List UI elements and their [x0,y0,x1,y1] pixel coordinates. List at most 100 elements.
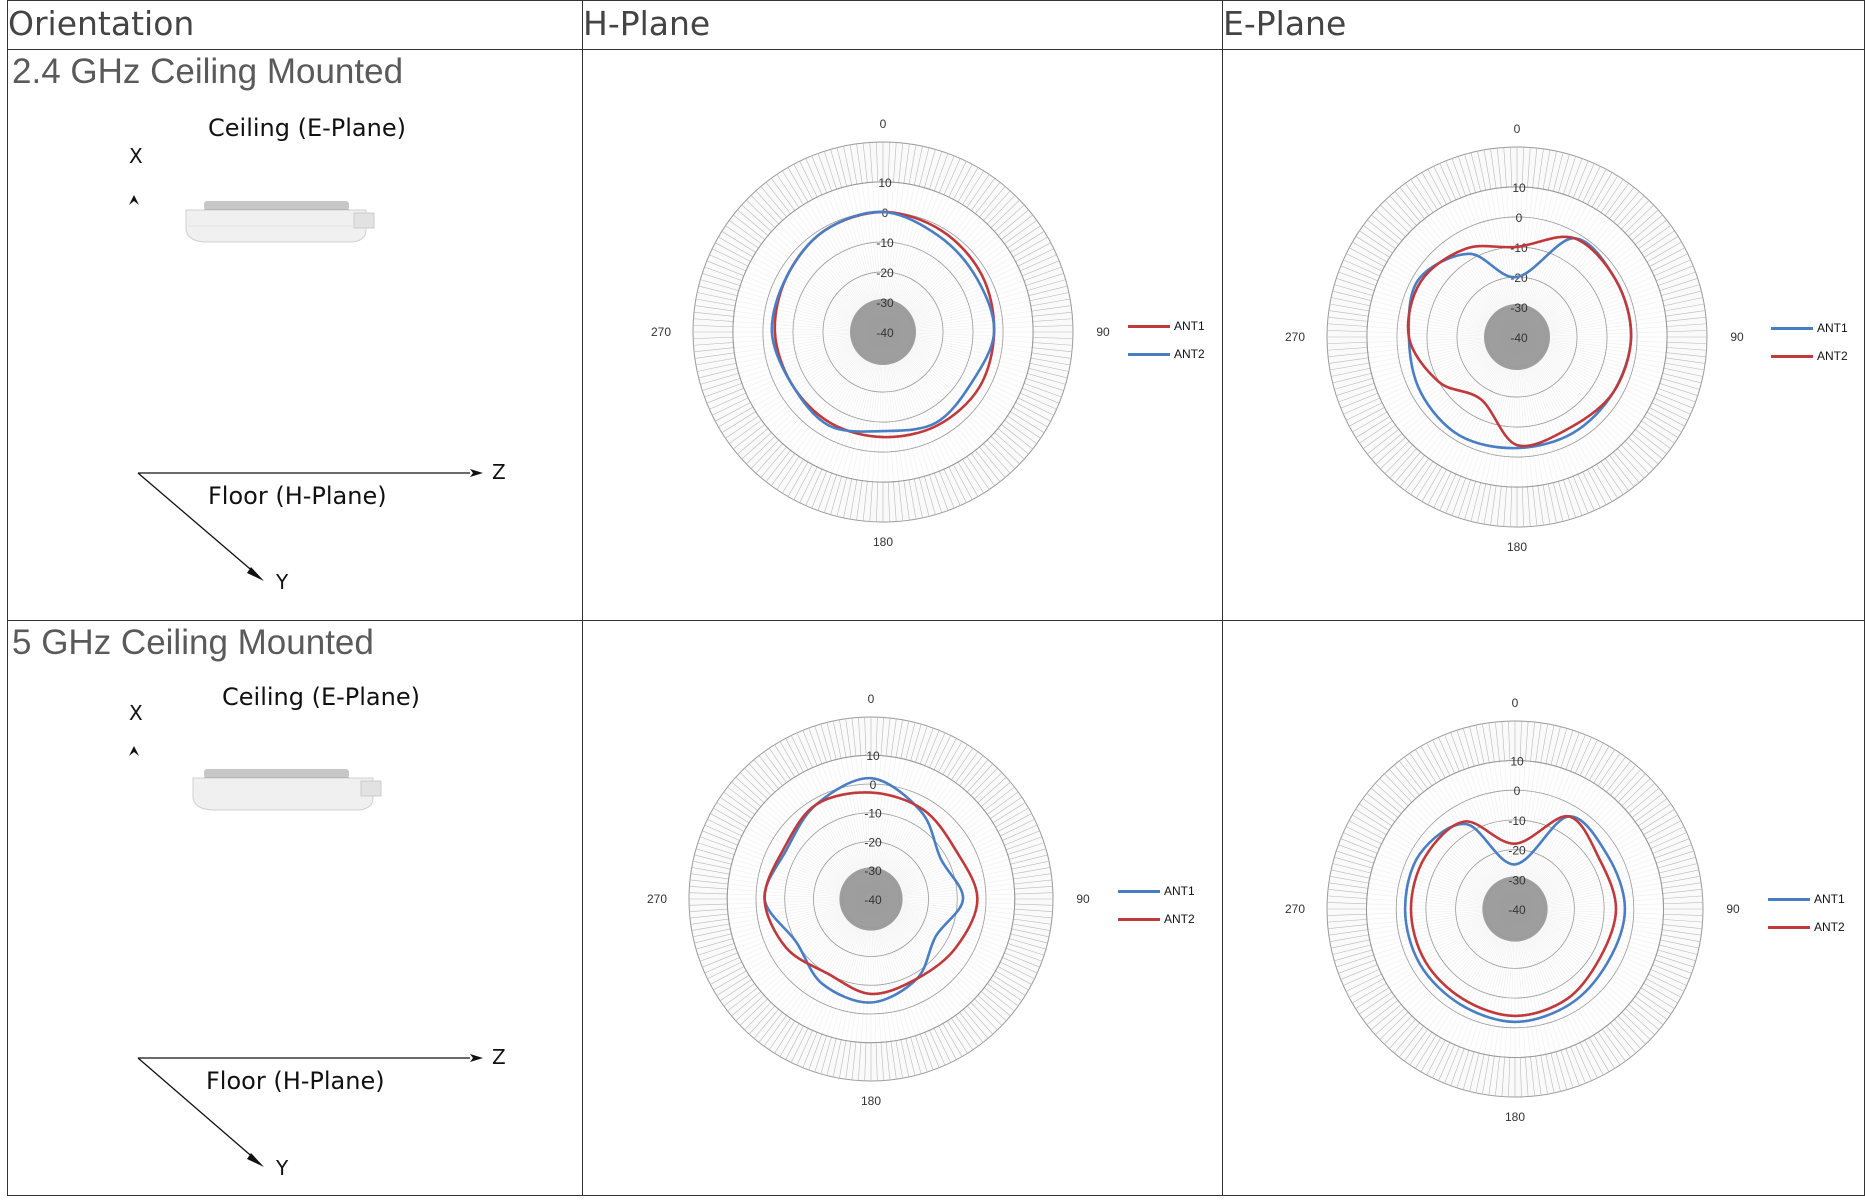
legend-item: ANT1 [1118,877,1195,905]
e-plane-cell: 10 0 -10 -20 -30 -40 0 90 180 270 ANT1 ANT2 [1222,620,1865,1196]
chart-legend: ANT1 ANT2 [1118,877,1195,933]
legend-swatch [1768,897,1810,901]
grid-circle [792,241,974,423]
polar-plot-5-e: 10 0 -10 -20 -30 -40 0 90 180 270 ANT1 ANT2 [1224,622,1864,1195]
e-plane-cell: 10 0 -10 -20 -30 -40 0 90 180 270 ANT1 ANT2 [1222,49,1865,621]
legend-item: ANT2 [1768,913,1845,941]
ceiling-label: Ceiling (E-Plane) [222,683,420,711]
angle-label: 270 [1285,330,1305,344]
floor-label: Floor (H-Plane) [206,1067,385,1095]
h-plane-cell: 10 0 -10 -20 -30 -40 0 90 180 270 ANT1 ANT2 [582,49,1223,621]
legend-swatch [1118,889,1160,893]
radial-tick-label: -40 [876,326,894,340]
angle-label: 0 [1514,122,1521,136]
legend-label: ANT2 [1817,349,1848,363]
angle-label: 90 [1730,330,1744,344]
radial-tick-label: 0 [1516,211,1523,225]
angle-label: 0 [868,692,875,706]
legend-swatch [1771,326,1813,330]
grid-circle [813,841,929,957]
polar-plot-24-h: 10 0 -10 -20 -30 -40 0 90 180 270 ANT1 ANT2 [584,51,1222,620]
series-line-ant2 [1406,235,1633,448]
access-point-image [185,201,375,243]
angle-label: 90 [1726,902,1740,916]
axis-y-label: Y [276,1156,289,1180]
legend-item: ANT1 [1768,885,1845,913]
series-line-ant1 [763,776,965,1004]
y-axis-line [137,472,257,575]
orientation-cell: X Ceiling (E-Plane) Floor (H-Plane) Z Y … [7,49,583,621]
y-axis-arrowhead [247,567,264,581]
row-title: 5 GHz Ceiling Mounted [12,623,374,662]
orientation-cell: X Ceiling (E-Plane) Floor (H-Plane) Z Y … [7,620,583,1196]
radial-tick-label: 10 [1510,754,1524,768]
grid-circle [726,754,1016,1044]
z-axis-arrowhead [470,469,483,477]
grid-circle [852,301,914,363]
radial-tick-label: -20 [864,835,882,849]
angle-label: 180 [1507,540,1527,554]
axis-z-label: Z [492,1045,506,1069]
grid-circle [822,271,944,393]
angle-label: 0 [880,117,887,131]
legend-item: ANT2 [1128,340,1205,368]
grid-circle [1395,789,1635,1029]
ceiling-label: Ceiling (E-Plane) [208,114,406,142]
legend-item: ANT1 [1771,314,1848,342]
radial-tick-label: -10 [1508,814,1526,828]
angle-label: 270 [651,325,671,339]
radial-tick-label: 0 [1514,784,1521,798]
radial-tick-label: -30 [864,864,882,878]
table-row: X Ceiling (E-Plane) Floor (H-Plane) Z Y … [7,49,1865,621]
radial-tick-label: 10 [1512,181,1526,195]
radial-tick-label: 10 [878,176,892,190]
angle-label: 180 [873,535,893,549]
radial-tick-label: -40 [1510,331,1528,345]
orientation-drawing [129,195,483,581]
series-line-ant2 [1409,815,1618,1018]
chart-legend: ANT1 ANT2 [1768,885,1845,941]
legend-label: ANT1 [1164,884,1195,898]
orientation-diagram: X Ceiling (E-Plane) Floor (H-Plane) Z Y [9,51,582,620]
axis-x-label: X [129,701,143,725]
chart-legend: ANT1 ANT2 [1128,312,1205,368]
center-hub [839,867,903,931]
x-axis-arrowhead [129,195,139,205]
floor-label: Floor (H-Plane) [208,482,387,510]
header-orientation: Orientation [7,0,583,50]
angle-label: 180 [1505,1110,1525,1124]
radial-tick-label: -30 [876,296,894,310]
radial-tick-label: -20 [876,266,894,280]
angle-label: 270 [647,892,667,906]
legend-label: ANT1 [1814,892,1845,906]
h-plane-cell: 10 0 -10 -20 -30 -40 0 90 180 270 ANT1 ANT2 [582,620,1223,1196]
grid-circle [755,783,987,1015]
grid-circle [1396,216,1638,458]
series-line-ant2 [763,791,979,996]
legend-swatch [1128,352,1170,356]
grid-circle [1366,760,1664,1058]
grid-circle [1425,819,1605,999]
grid-circle [1486,306,1548,368]
legend-swatch [1128,324,1170,328]
x-axis-arrowhead [129,746,139,756]
grid-circle [1366,186,1668,488]
angle-label: 180 [861,1094,881,1108]
polar-plot-5-h: 10 0 -10 -20 -30 -40 0 90 180 270 ANT1 ANT2 [584,622,1222,1195]
radial-tick-label: -10 [876,236,894,250]
radial-tick-label: -10 [864,807,882,821]
angle-label: 270 [1285,902,1305,916]
z-axis-arrowhead [470,1054,483,1062]
legend-item: ANT2 [1118,905,1195,933]
angle-label: 90 [1076,892,1090,906]
angle-label: 0 [1512,696,1519,710]
legend-label: ANT2 [1164,912,1195,926]
grid-circle [784,812,958,986]
legend-label: ANT2 [1814,920,1845,934]
center-hub [1482,876,1548,942]
legend-label: ANT1 [1174,319,1205,333]
orientation-diagram: X Ceiling (E-Plane) Floor (H-Plane) Z Y [9,622,582,1195]
